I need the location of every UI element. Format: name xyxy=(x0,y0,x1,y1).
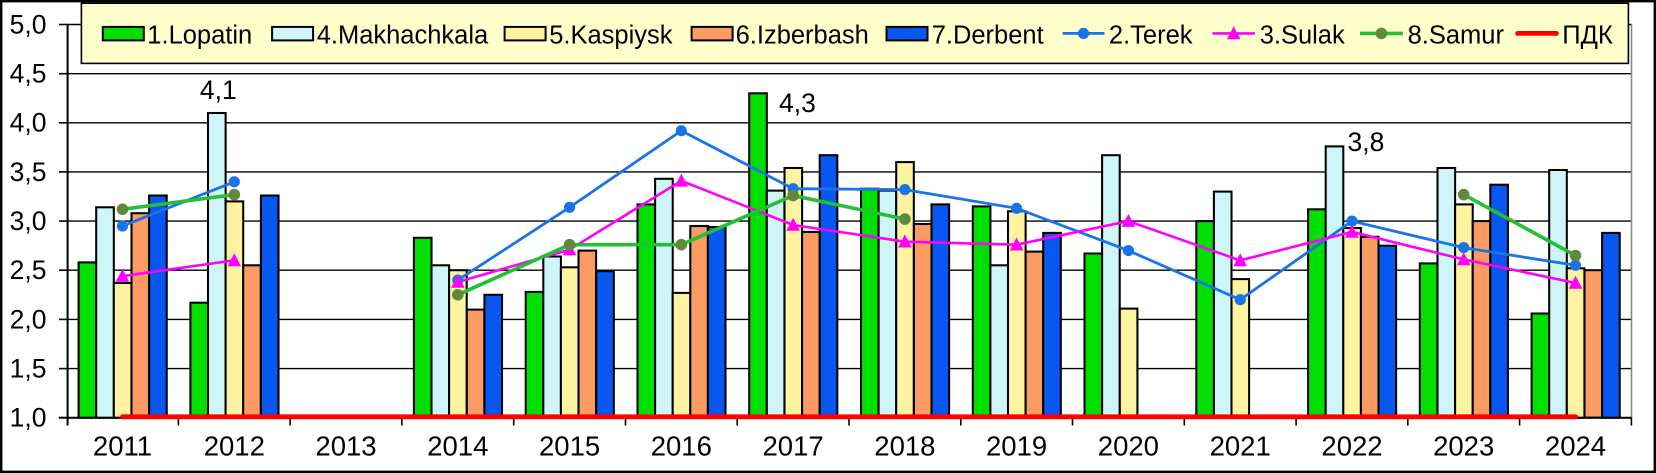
svg-text:2.Terek: 2.Terek xyxy=(1109,21,1193,49)
svg-text:2016: 2016 xyxy=(651,431,712,462)
svg-text:2018: 2018 xyxy=(874,431,935,462)
svg-text:2013: 2013 xyxy=(315,431,376,462)
svg-text:2023: 2023 xyxy=(1433,431,1494,462)
svg-text:5.Kaspiysk: 5.Kaspiysk xyxy=(549,21,673,49)
svg-text:2011: 2011 xyxy=(93,431,152,462)
svg-text:1,0: 1,0 xyxy=(10,403,47,433)
svg-text:2015: 2015 xyxy=(539,431,600,462)
svg-text:3,0: 3,0 xyxy=(10,206,47,236)
svg-text:4,0: 4,0 xyxy=(10,108,47,138)
svg-text:2020: 2020 xyxy=(1098,431,1159,462)
svg-text:1.Lopatin: 1.Lopatin xyxy=(147,21,252,49)
svg-text:4,5: 4,5 xyxy=(10,59,47,89)
svg-text:2017: 2017 xyxy=(763,431,824,462)
svg-text:1,5: 1,5 xyxy=(10,353,47,383)
svg-text:4,3: 4,3 xyxy=(779,88,816,118)
svg-text:2014: 2014 xyxy=(427,431,488,462)
svg-text:3,8: 3,8 xyxy=(1348,127,1385,157)
svg-text:2019: 2019 xyxy=(986,431,1047,462)
svg-text:5,0: 5,0 xyxy=(10,9,47,39)
svg-text:2021: 2021 xyxy=(1210,431,1271,462)
svg-text:2,0: 2,0 xyxy=(10,304,47,334)
svg-text:7.Derbent: 7.Derbent xyxy=(932,21,1044,49)
svg-text:4.Makhachkala: 4.Makhachkala xyxy=(317,21,489,49)
svg-text:3.Sulak: 3.Sulak xyxy=(1260,21,1345,49)
svg-text:3,5: 3,5 xyxy=(10,157,47,187)
svg-text:6.Izberbash: 6.Izberbash xyxy=(736,21,869,49)
svg-text:2022: 2022 xyxy=(1321,431,1382,462)
svg-text:8.Samur: 8.Samur xyxy=(1408,21,1505,49)
svg-text:2012: 2012 xyxy=(204,431,265,462)
svg-text:4,1: 4,1 xyxy=(200,75,237,105)
svg-text:2024: 2024 xyxy=(1545,431,1606,462)
svg-text:ПДК: ПДК xyxy=(1562,21,1613,49)
svg-text:2,5: 2,5 xyxy=(10,255,47,285)
